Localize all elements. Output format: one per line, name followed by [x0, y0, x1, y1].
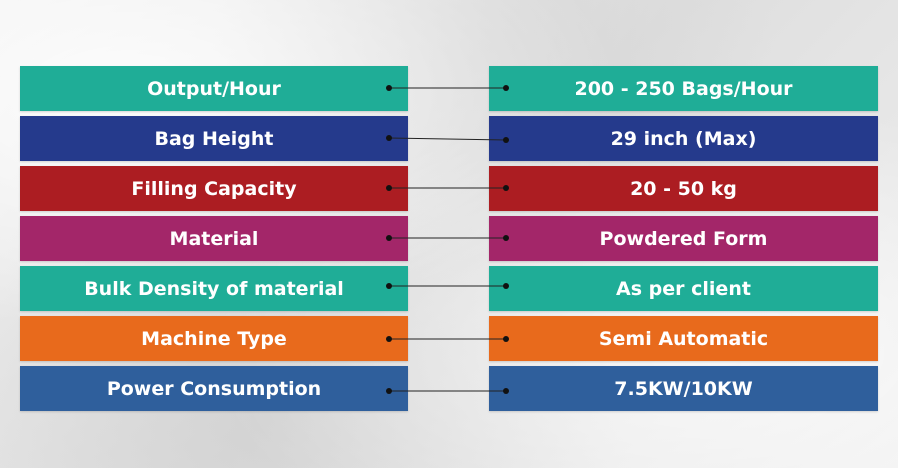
spec-label: Power Consumption — [20, 366, 408, 411]
spec-label: Machine Type — [20, 316, 408, 361]
spec-row-output-hour: Output/Hour 200 - 250 Bags/Hour — [0, 66, 898, 111]
spec-value: 7.5KW/10KW — [489, 366, 878, 411]
spec-value: 20 - 50 kg — [489, 166, 878, 211]
spec-label: Output/Hour — [20, 66, 408, 111]
spec-value: Semi Automatic — [489, 316, 878, 361]
spec-row-machine-type: Machine Type Semi Automatic — [0, 316, 898, 361]
spec-label: Bag Height — [20, 116, 408, 161]
spec-row-power-consumption: Power Consumption 7.5KW/10KW — [0, 366, 898, 411]
spec-label: Bulk Density of material — [20, 266, 408, 311]
spec-row-filling-capacity: Filling Capacity 20 - 50 kg — [0, 166, 898, 211]
spec-value: 29 inch (Max) — [489, 116, 878, 161]
spec-value: Powdered Form — [489, 216, 878, 261]
spec-row-bulk-density: Bulk Density of material As per client — [0, 266, 898, 311]
spec-value: As per client — [489, 266, 878, 311]
spec-row-bag-height: Bag Height 29 inch (Max) — [0, 116, 898, 161]
spec-row-material: Material Powdered Form — [0, 216, 898, 261]
spec-label: Material — [20, 216, 408, 261]
spec-value: 200 - 250 Bags/Hour — [489, 66, 878, 111]
spec-label: Filling Capacity — [20, 166, 408, 211]
